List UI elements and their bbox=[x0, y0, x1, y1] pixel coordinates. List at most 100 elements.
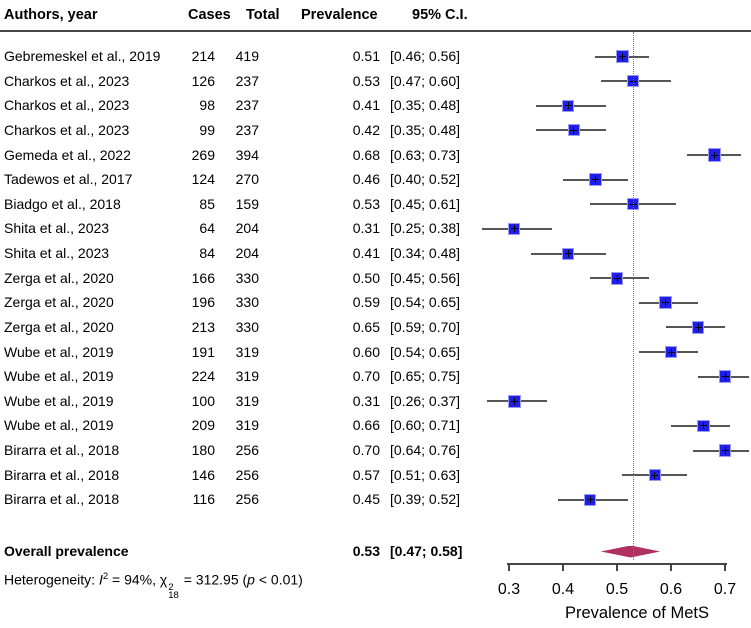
study-row: Shita et al., 2023 84 204 0.41 [0.34; 0.48] bbox=[0, 241, 751, 266]
study-author: Birarra et al., 2018 bbox=[4, 466, 120, 483]
study-ci: [0.60; 0.71] bbox=[390, 417, 461, 434]
study-row: Birarra et al., 2018 116 256 0.45 [0.39; 0.5… bbox=[0, 487, 751, 512]
study-cases: 146 bbox=[191, 466, 215, 483]
plus-marker bbox=[665, 299, 667, 307]
study-total: 237 bbox=[235, 121, 259, 138]
study-cases: 85 bbox=[199, 195, 215, 212]
study-cases: 191 bbox=[191, 343, 215, 360]
study-author: Charkos et al., 2023 bbox=[4, 72, 130, 89]
overall-prevalence-value: 0.53 bbox=[352, 543, 380, 559]
overall-label: Overall prevalence bbox=[4, 543, 129, 559]
study-author: Birarra et al., 2018 bbox=[4, 491, 120, 508]
study-total: 256 bbox=[235, 491, 259, 508]
study-row: Tadewos et al., 2017 124 270 0.46 [0.40; 0.5… bbox=[0, 167, 751, 192]
study-ci: [0.35; 0.48] bbox=[390, 97, 461, 114]
study-ci: [0.39; 0.52] bbox=[390, 491, 461, 508]
study-ci: [0.51; 0.63] bbox=[390, 466, 461, 483]
x-tick-label: 0.5 bbox=[605, 581, 629, 598]
study-total: 394 bbox=[235, 146, 259, 163]
study-row: Shita et al., 2023 64 204 0.31 [0.25; 0.38] bbox=[0, 216, 751, 241]
study-prevalence: 0.53 bbox=[352, 72, 380, 89]
study-prevalence: 0.41 bbox=[352, 245, 380, 262]
study-ci: [0.45; 0.56] bbox=[390, 269, 461, 286]
plus-marker bbox=[654, 471, 656, 479]
study-cases: 224 bbox=[191, 368, 215, 385]
i-squared-exponent: 2 bbox=[102, 571, 109, 582]
plus-marker bbox=[594, 176, 596, 184]
study-ci: [0.34; 0.48] bbox=[390, 245, 461, 262]
study-cases: 100 bbox=[191, 392, 215, 409]
study-prevalence: 0.50 bbox=[352, 269, 380, 286]
study-total: 319 bbox=[235, 392, 259, 409]
plus-marker bbox=[713, 151, 715, 159]
column-header-total: Total bbox=[246, 7, 280, 23]
study-ci: [0.25; 0.38] bbox=[390, 220, 461, 237]
p-value-text: < 0.01) bbox=[254, 571, 303, 588]
study-author: Charkos et al., 2023 bbox=[4, 121, 130, 138]
plus-marker bbox=[724, 447, 726, 455]
study-total: 419 bbox=[235, 48, 259, 64]
study-row: Zerga et al., 2020 196 330 0.59 [0.54; 0.65] bbox=[0, 290, 751, 315]
study-prevalence: 0.31 bbox=[352, 392, 380, 409]
study-ci: [0.54; 0.65] bbox=[390, 294, 461, 311]
study-author: Charkos et al., 2023 bbox=[4, 97, 130, 114]
study-ci: [0.46; 0.56] bbox=[390, 48, 461, 64]
study-author: Shita et al., 2023 bbox=[4, 220, 110, 237]
study-cases: 126 bbox=[191, 72, 215, 89]
study-author: Gemeda et al., 2022 bbox=[4, 146, 131, 163]
study-total: 319 bbox=[235, 343, 259, 360]
study-prevalence: 0.31 bbox=[352, 220, 380, 237]
study-cases: 166 bbox=[191, 269, 215, 286]
study-ci: [0.45; 0.61] bbox=[390, 195, 461, 212]
heterogeneity-mid: = 94%, bbox=[108, 571, 160, 588]
chi-symbol: χ bbox=[159, 571, 168, 588]
column-header-prevalence: Prevalence bbox=[301, 7, 378, 23]
study-author: Birarra et al., 2018 bbox=[4, 442, 120, 459]
study-row: Zerga et al., 2020 213 330 0.65 [0.59; 0.70] bbox=[0, 315, 751, 340]
chi-df-subscript: 18 bbox=[168, 590, 179, 602]
study-prevalence: 0.70 bbox=[352, 442, 380, 459]
study-author: Zerga et al., 2020 bbox=[4, 269, 114, 286]
column-header-authors: Authors, year bbox=[4, 7, 98, 23]
study-cases: 269 bbox=[191, 146, 215, 163]
x-axis-tick bbox=[616, 563, 618, 571]
study-cases: 213 bbox=[191, 318, 215, 335]
overall-ci-value: [0.47; 0.58] bbox=[390, 543, 463, 559]
column-header-cases: Cases bbox=[188, 7, 231, 23]
study-row: Wube et al., 2019 191 319 0.60 [0.54; 0.65] bbox=[0, 340, 751, 365]
study-cases: 180 bbox=[191, 442, 215, 459]
plus-marker bbox=[567, 250, 569, 258]
x-tick-label: 0.7 bbox=[713, 581, 737, 598]
study-prevalence: 0.42 bbox=[352, 121, 380, 138]
study-row: Charkos et al., 2023 98 237 0.41 [0.35; 0.48… bbox=[0, 93, 751, 118]
x-tick-label: 0.6 bbox=[659, 581, 683, 598]
study-cases: 196 bbox=[191, 294, 215, 311]
x-axis-tick bbox=[724, 563, 726, 571]
study-author: Wube et al., 2019 bbox=[4, 392, 114, 409]
study-cases: 209 bbox=[191, 417, 215, 434]
plus-marker bbox=[697, 323, 699, 331]
study-ci: [0.63; 0.73] bbox=[390, 146, 461, 163]
study-row: Birarra et al., 2018 180 256 0.70 [0.64; 0.7… bbox=[0, 438, 751, 463]
study-cases: 124 bbox=[191, 171, 215, 188]
column-header-ci: 95% C.I. bbox=[412, 7, 468, 23]
study-cases: 99 bbox=[199, 121, 215, 138]
plus-marker bbox=[724, 373, 726, 381]
pooled-estimate-dotted-line bbox=[632, 32, 634, 560]
study-prevalence: 0.45 bbox=[352, 491, 380, 508]
p-symbol: p bbox=[247, 571, 255, 588]
plus-marker bbox=[621, 53, 623, 60]
study-author: Zerga et al., 2020 bbox=[4, 318, 114, 335]
study-cases: 64 bbox=[199, 220, 215, 237]
study-total: 330 bbox=[235, 269, 259, 286]
study-total: 270 bbox=[235, 171, 259, 188]
chi-exponent: 2 bbox=[168, 581, 174, 593]
study-ci: [0.35; 0.48] bbox=[390, 121, 461, 138]
overall-diamond bbox=[600, 545, 661, 558]
study-prevalence: 0.53 bbox=[352, 195, 380, 212]
plus-marker bbox=[573, 126, 575, 134]
study-prevalence: 0.60 bbox=[352, 343, 380, 360]
study-cases: 214 bbox=[191, 48, 215, 64]
study-author: Tadewos et al., 2017 bbox=[4, 171, 133, 188]
